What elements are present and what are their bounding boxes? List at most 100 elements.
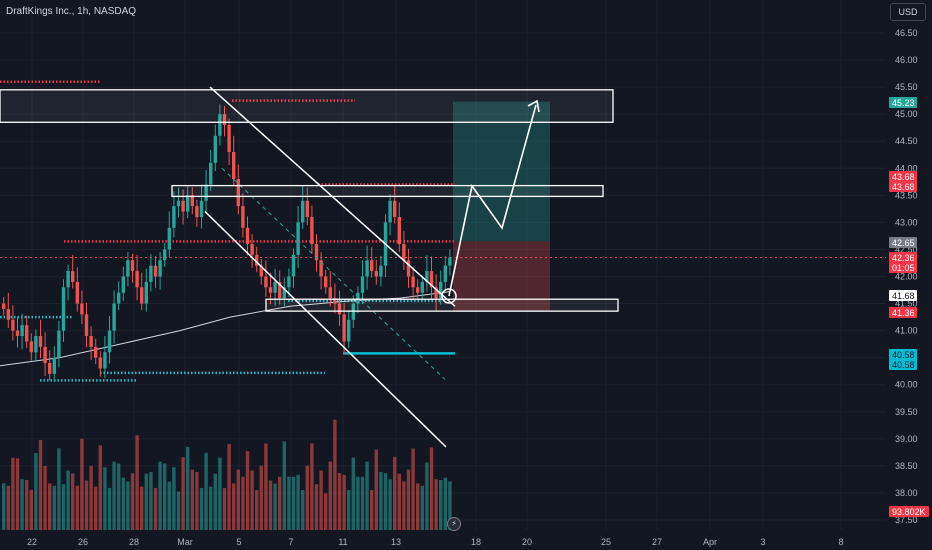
volume-bar [425,462,429,530]
price-label: 43.68 [892,182,915,192]
projection-arrow-head [527,99,540,113]
candle-body [144,281,148,304]
candle-body [71,271,75,282]
candle-body [314,244,319,261]
channel-lower-line [204,211,447,448]
volume-bar [305,465,309,530]
time-tick-label: 22 [27,537,37,547]
candle-body [241,206,245,228]
price-tick-label: 43.00 [895,217,918,227]
candle-body [195,206,199,217]
candle-body [103,352,107,369]
volume-bar [278,476,282,530]
volume-bar [218,457,222,530]
candle-body [342,314,346,342]
candle-body [448,257,452,266]
volume-bar [43,466,47,530]
candle-body [186,195,190,212]
candle-body [416,287,420,293]
volume-bar [393,456,397,530]
price-label: 40.58 [892,350,915,360]
candle-body [112,303,116,331]
candle-body [328,287,332,299]
volume-bar [84,480,89,530]
candle-body [98,357,102,369]
volume-bar [61,484,66,530]
volume-bar [411,448,415,530]
price-label-bg [889,290,917,301]
candle-body [324,276,328,288]
candle-body [107,330,112,353]
volume-bar [195,472,199,530]
candle-body [34,336,38,353]
support-box [265,298,619,312]
volume-bar [38,440,43,530]
candle-body [199,200,204,217]
candle-body [388,200,392,223]
candle-body [140,287,144,304]
candle-body [245,227,250,245]
candle-body [425,271,429,282]
candle-body [25,325,29,342]
candle-body [255,254,259,266]
candle-body [149,265,153,282]
candle-body [439,281,443,299]
candle-body [61,287,66,331]
volume-bar [429,447,434,530]
price-tick-label: 45.00 [895,109,918,119]
volume-bar [406,469,411,530]
candle-body [158,260,162,277]
volume-bar [232,483,236,530]
candle-body [121,276,125,293]
price-label-bg [889,349,917,360]
candle-body [209,162,213,185]
candle-body [75,281,79,304]
time-axis [0,532,886,550]
candle-body [117,292,121,304]
lightning-icon[interactable]: ⚡ [447,517,461,531]
price-label: 42.65 [892,238,915,248]
price-tick-label: 39.00 [895,434,918,444]
volume-bar [388,479,392,530]
price-tick-label: 46.00 [895,55,918,65]
volume-bar [370,490,374,530]
price-tick-label: 46.50 [895,28,918,38]
volume-bar [11,457,15,530]
volume-bar [420,485,424,530]
price-tick-label: 39.50 [895,407,918,417]
candle-body [333,298,337,304]
entry-circle [441,288,457,304]
price-tick-label: 43.50 [895,190,918,200]
candle-body [84,314,89,337]
time-tick-label: 18 [471,537,481,547]
candle-body [236,179,240,207]
volume-bar [34,453,38,530]
price-label: 01:05 [892,263,915,273]
time-tick-label: 28 [129,537,139,547]
candle-body [420,281,424,293]
candle-body [52,357,56,374]
volume-bar [103,467,107,530]
candle-body [222,114,227,125]
currency-button[interactable]: USD [890,3,926,21]
volume-bar [15,458,20,530]
price-tick-label: 45.50 [895,82,918,92]
candle-body [278,281,282,299]
price-label-bg [889,506,929,517]
volume-bar [176,491,181,530]
volume-bar [443,477,447,530]
volume-bar [112,461,116,530]
volume-bar [342,474,346,530]
time-tick-label: 11 [338,537,347,547]
volume-bar [255,490,259,530]
volume-bar [301,490,305,530]
time-tick-label: 7 [288,537,293,547]
volume-bar [236,469,240,530]
volume-bar [416,483,420,530]
volume-bar [328,461,332,530]
volume-bar [434,479,438,530]
volume-bar [360,476,365,530]
price-label-bg [889,307,917,318]
price-tick-label: 41.00 [895,326,918,336]
